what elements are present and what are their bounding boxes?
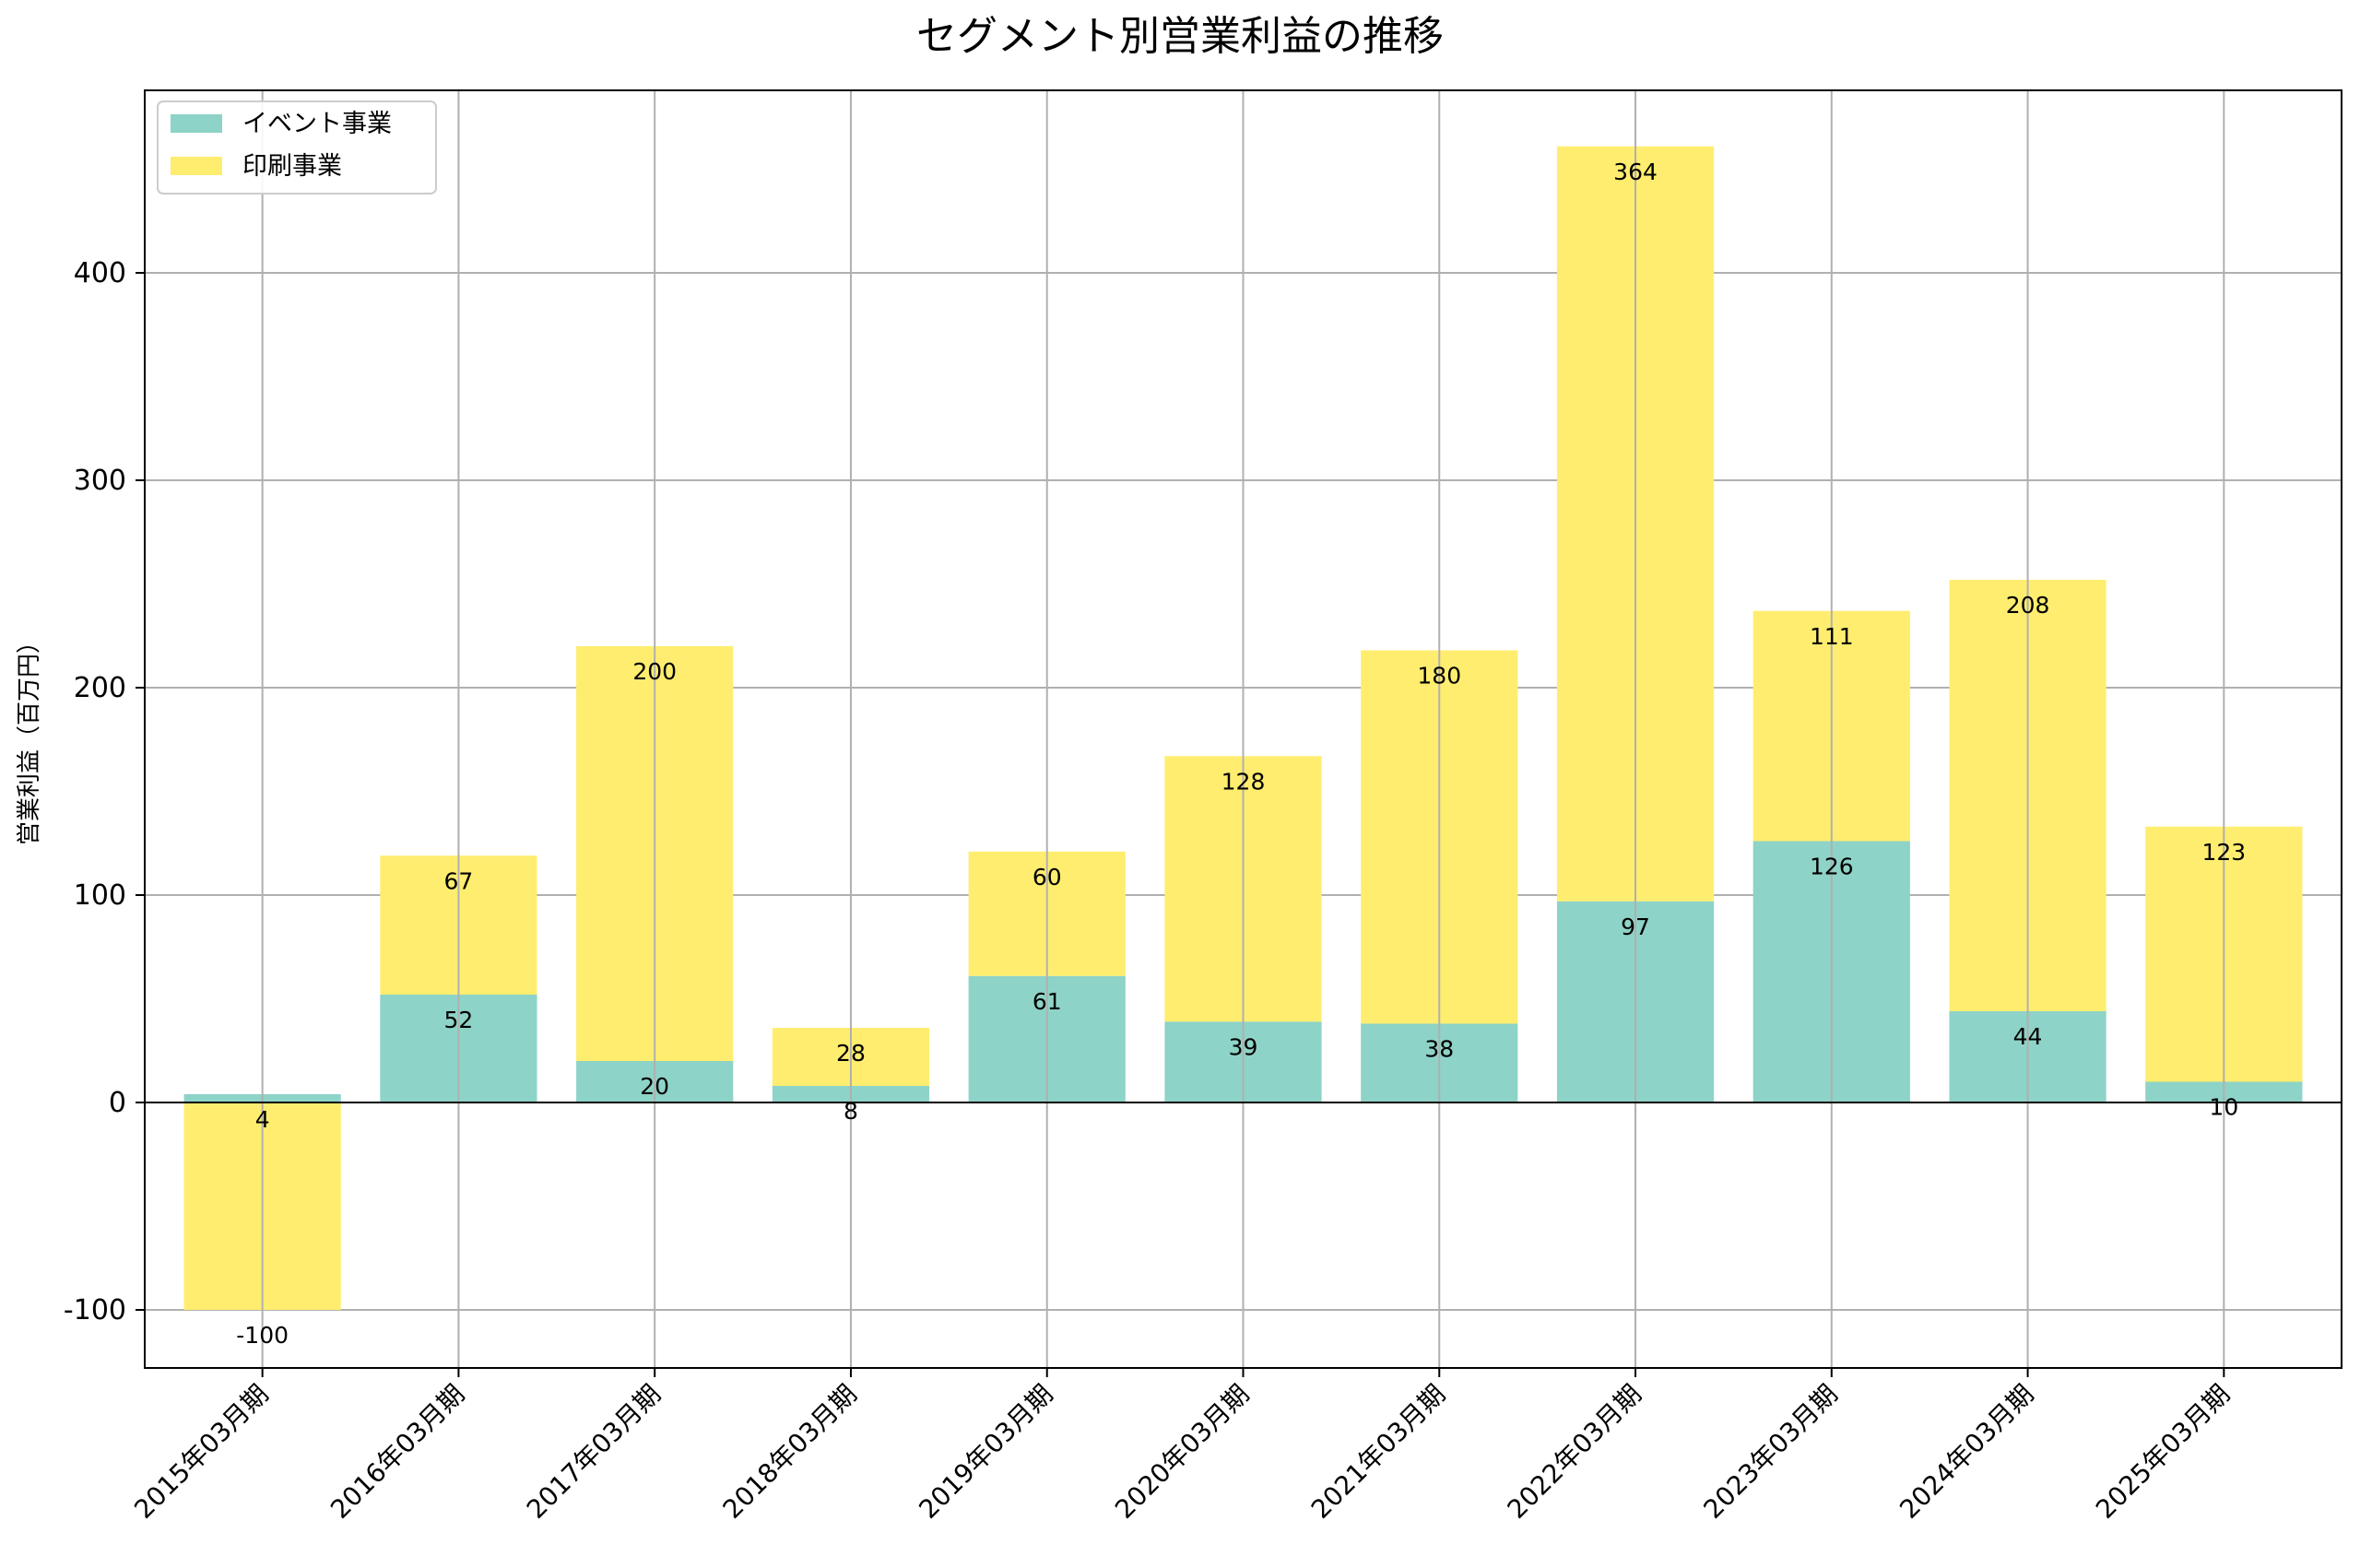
y-tick-label: -100	[64, 1294, 126, 1326]
data-label: 44	[2013, 1023, 2043, 1050]
data-label: 8	[844, 1098, 858, 1125]
data-label: 60	[1032, 864, 1062, 890]
data-label: 364	[1613, 159, 1658, 185]
data-label: 180	[1417, 663, 1461, 690]
data-label: 126	[1810, 854, 1854, 880]
data-label: 61	[1032, 988, 1062, 1015]
data-label: 38	[1424, 1036, 1454, 1063]
data-label: 200	[632, 658, 677, 685]
legend-swatch	[171, 157, 222, 175]
y-axis-label: 営業利益（百万円）	[16, 630, 43, 845]
data-label: 123	[2201, 839, 2246, 866]
data-label: 20	[640, 1073, 669, 1100]
data-label: 28	[836, 1040, 866, 1067]
data-label: -100	[236, 1322, 289, 1349]
chart-title: セグメント別営業利益の推移	[916, 13, 1444, 60]
data-label: 52	[444, 1007, 474, 1033]
y-tick-label: 200	[74, 672, 126, 704]
data-label: 97	[1621, 914, 1650, 940]
y-tick-label: 400	[74, 257, 126, 289]
data-label: 10	[2209, 1094, 2238, 1121]
y-tick-label: 0	[109, 1087, 126, 1119]
data-label: 111	[1810, 623, 1854, 650]
data-label: 39	[1229, 1033, 1258, 1060]
y-tick-label: 300	[74, 465, 126, 497]
legend-box	[157, 100, 437, 195]
y-tick-label: 100	[74, 879, 126, 912]
legend-label: イベント事業	[242, 110, 392, 138]
data-label: 208	[2006, 592, 2050, 619]
data-label: 128	[1221, 768, 1266, 795]
data-label: 4	[255, 1106, 270, 1133]
legend-swatch	[171, 114, 222, 133]
data-label: 67	[444, 867, 474, 894]
legend-label: 印刷事業	[242, 152, 342, 181]
